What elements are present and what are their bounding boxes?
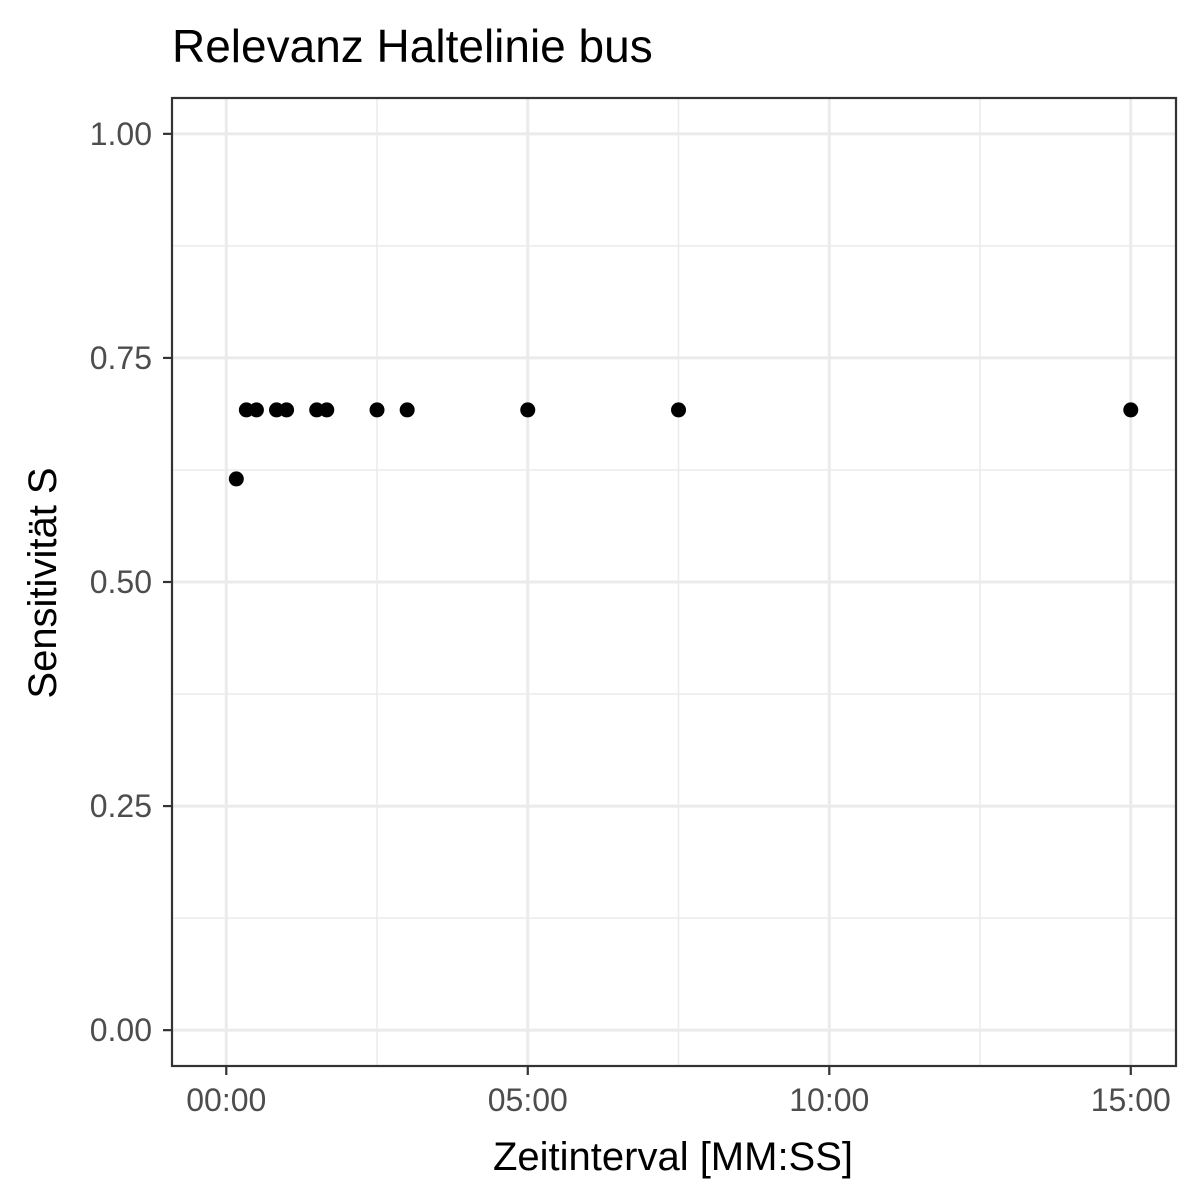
x-axis-title: Zeitinterval [MM:SS] [493, 1135, 853, 1179]
data-point [399, 402, 415, 418]
x-tick-label: 05:00 [488, 1082, 568, 1118]
data-point [1123, 402, 1139, 418]
y-tick-label: 0.75 [90, 340, 152, 376]
y-tick-label: 0.50 [90, 564, 152, 600]
data-point [248, 402, 264, 418]
x-tick-label: 10:00 [789, 1082, 869, 1118]
x-tick-label: 00:00 [186, 1082, 266, 1118]
y-tick-label: 1.00 [90, 116, 152, 152]
plot-panel [170, 96, 1178, 1068]
x-axis: 00:00 05:00 10:00 15:00 [186, 1066, 1171, 1118]
y-axis: 0.00 0.25 0.50 0.75 1.00 [90, 116, 172, 1048]
y-axis-title: Sensitivität S [21, 467, 65, 698]
data-point [228, 471, 244, 487]
data-point [279, 402, 295, 418]
data-point [671, 402, 687, 418]
data-points [228, 402, 1139, 487]
y-tick-label: 0.00 [90, 1012, 152, 1048]
data-point [319, 402, 335, 418]
chart-title: Relevanz Haltelinie bus [172, 20, 653, 72]
data-point [369, 402, 385, 418]
data-point [520, 402, 536, 418]
x-tick-label: 15:00 [1091, 1082, 1171, 1118]
y-tick-label: 0.25 [90, 788, 152, 824]
